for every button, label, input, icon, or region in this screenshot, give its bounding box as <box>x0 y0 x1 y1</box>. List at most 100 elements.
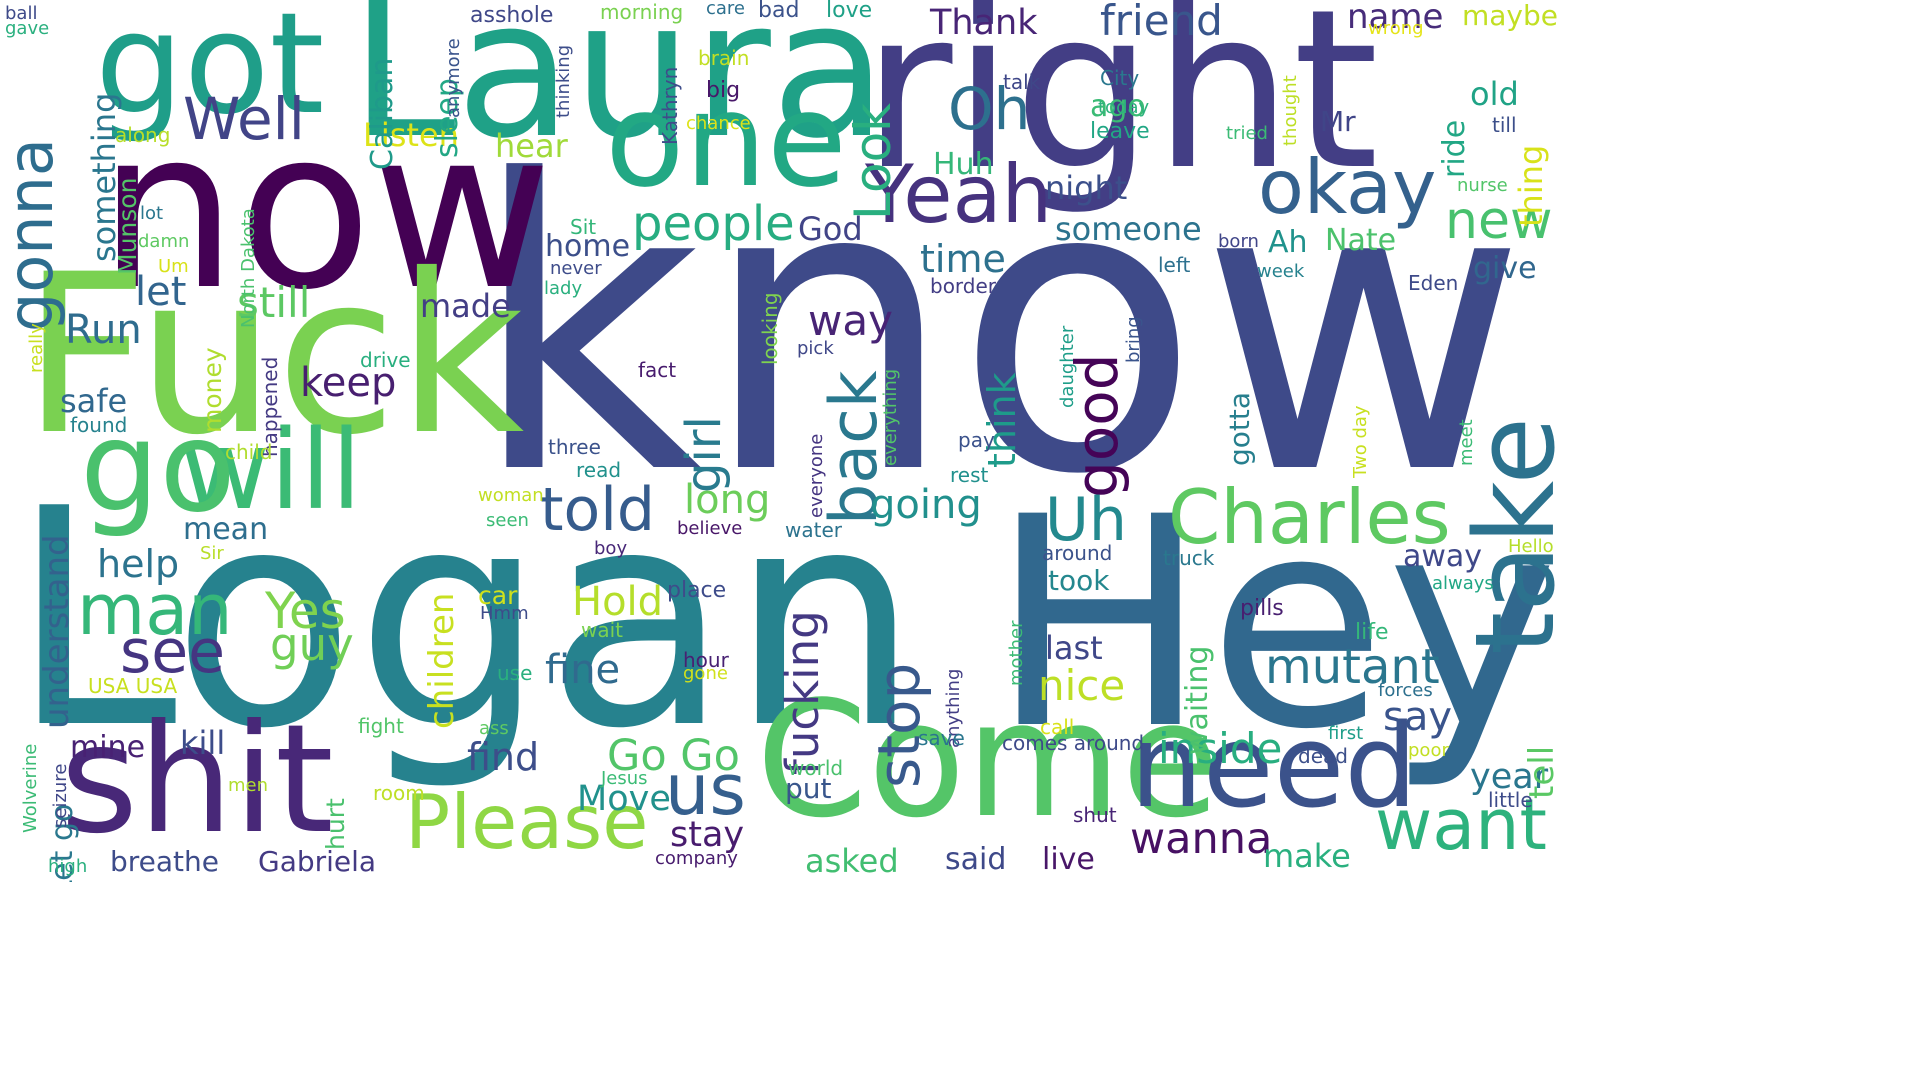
word-ass: ass <box>479 718 509 739</box>
word-home: home <box>545 229 631 264</box>
word-waiting: waiting <box>1180 645 1215 755</box>
word-live: live <box>1042 842 1095 877</box>
word-company: company <box>655 848 738 869</box>
word-read: read <box>576 458 622 482</box>
word-make: make <box>1263 837 1351 875</box>
word-never: never <box>550 258 602 279</box>
word-along: along <box>115 123 171 147</box>
word-god: God <box>798 210 863 248</box>
word-put: put <box>785 772 832 805</box>
word-give: give <box>1473 251 1537 286</box>
word-people: people <box>632 196 795 252</box>
word-gotta: gotta <box>1223 391 1256 466</box>
word-last: last <box>1045 629 1103 667</box>
word-thought: thought <box>1280 75 1301 146</box>
word-children: children <box>422 592 462 729</box>
word-still: still <box>237 278 311 327</box>
word-go: go <box>80 395 236 540</box>
word-high: high <box>48 856 88 877</box>
word-seen: seen <box>486 510 529 531</box>
word-find: find <box>467 735 540 779</box>
word-laura: Laura <box>350 0 888 180</box>
word-want: want <box>1375 784 1547 866</box>
word-looking: looking <box>758 292 782 365</box>
word-left: left <box>1158 253 1191 277</box>
word-sit: Sit <box>570 215 597 239</box>
word-north-dakota: North Dakota <box>238 208 259 328</box>
word-always: always <box>1432 573 1494 594</box>
word-city: City <box>1100 66 1140 90</box>
word-oh: Oh <box>948 75 1031 143</box>
word-fact: fact <box>638 358 677 382</box>
word-inside: inside <box>1158 724 1283 773</box>
word-dead: dead <box>1298 744 1348 768</box>
word-will: will <box>180 406 362 534</box>
word-think: think <box>980 372 1024 468</box>
word-asked: asked <box>805 842 899 880</box>
word-asshole: asshole <box>470 3 554 28</box>
word-help: help <box>97 542 180 586</box>
word-wrong: wrong <box>1368 18 1424 39</box>
word-thank: Thank <box>930 3 1038 43</box>
word-lady: lady <box>544 278 583 299</box>
word-safe: safe <box>60 382 128 420</box>
word-ride: ride <box>1437 119 1472 178</box>
word-fight: fight <box>358 714 404 738</box>
word-meet: meet <box>1456 419 1477 466</box>
word-till: till <box>1492 113 1517 137</box>
word-us: us <box>665 749 746 831</box>
word-charles: Charles <box>1168 473 1451 561</box>
word-pay: pay <box>958 428 995 452</box>
word-well: Well <box>183 85 305 153</box>
word-guy: guy <box>270 618 354 671</box>
word-way: way <box>808 296 893 345</box>
word-pills: pills <box>1240 596 1284 621</box>
word-say: say <box>1383 694 1453 740</box>
word-place: place <box>667 578 727 603</box>
word-now: now <box>98 82 552 338</box>
word-room: room <box>373 781 425 805</box>
word-nurse: nurse <box>1457 175 1508 196</box>
word-love: love <box>826 0 873 23</box>
word-pick: pick <box>797 338 834 359</box>
word-gave: gave <box>5 18 50 39</box>
word-listen: Listen <box>363 116 459 154</box>
word-save: save <box>918 726 965 750</box>
word-really: really <box>26 323 47 373</box>
word-rest: rest <box>950 463 989 487</box>
word-need: need <box>1130 700 1418 834</box>
word-hold: Hold <box>572 579 664 625</box>
word-little: little <box>1488 788 1533 812</box>
word-hour: hour <box>683 648 729 672</box>
word-caliban: Caliban <box>365 57 400 170</box>
word-drive: drive <box>360 348 411 372</box>
word-hello: Hello <box>1508 536 1554 557</box>
word-child: child <box>225 440 273 464</box>
word-going: going <box>870 482 982 528</box>
word-tried: tried <box>1226 123 1268 144</box>
word-understand: understand <box>37 534 77 729</box>
word-okay: okay <box>1258 143 1437 231</box>
word-night: night <box>1045 169 1128 207</box>
word-gone: gone <box>683 663 728 684</box>
word-please: Please <box>405 778 649 866</box>
word-brain: brain <box>698 46 750 70</box>
word-know: know <box>470 97 1528 562</box>
word-nate: Nate <box>1325 223 1397 258</box>
word-care: care <box>706 0 746 19</box>
word-took: took <box>1048 564 1110 597</box>
word-kill: kill <box>180 724 226 762</box>
word-kathryn: Kathryn <box>658 66 682 145</box>
word-someone: someone <box>1055 210 1202 248</box>
word-poor: poor <box>1408 740 1449 761</box>
word-wait: wait <box>581 618 624 642</box>
word-name: name <box>1347 0 1444 37</box>
word-usa-usa: USA USA <box>88 674 178 698</box>
word-come: Come <box>756 666 1220 853</box>
word-fucking: fucking <box>776 610 829 775</box>
word-let: let <box>135 269 187 315</box>
word-one: one <box>605 64 847 216</box>
word-logan: Logan <box>10 445 920 794</box>
word-anymore: anymore <box>443 38 464 118</box>
word-keep: keep <box>300 360 397 406</box>
